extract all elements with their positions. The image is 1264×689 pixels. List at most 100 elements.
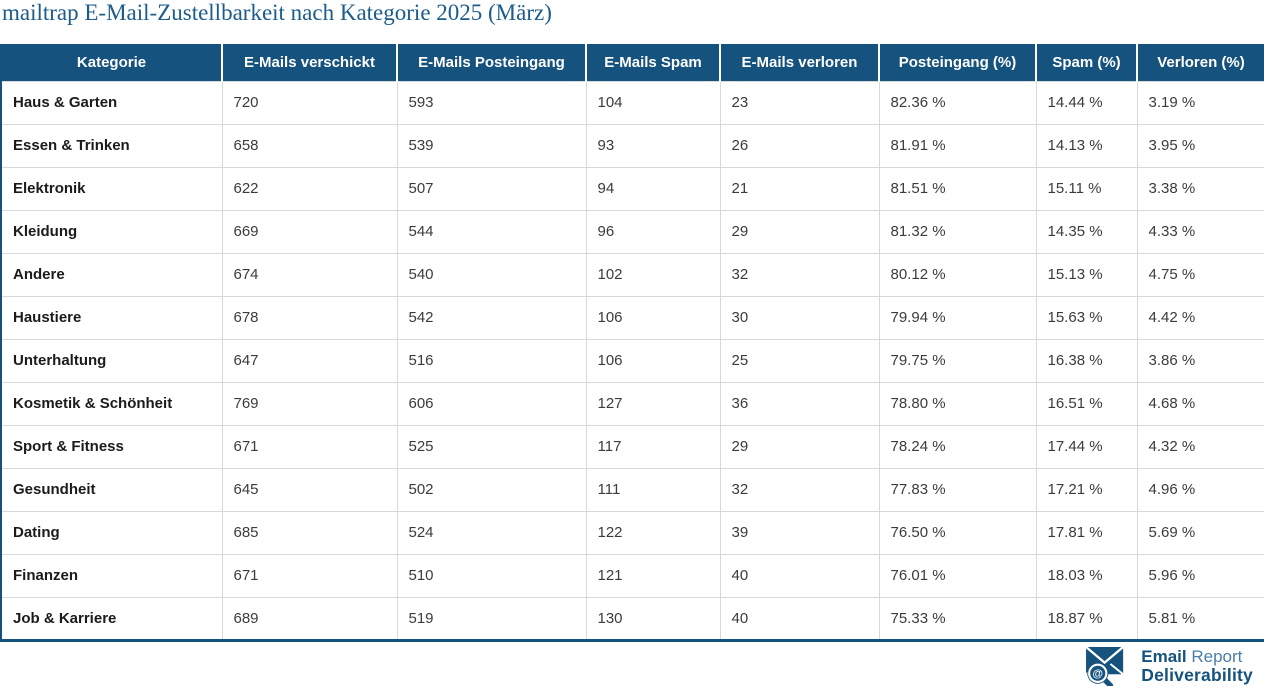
value-cell: 77.83 % [879, 467, 1037, 511]
value-cell: 18.87 % [1036, 596, 1138, 640]
category-cell: Essen & Trinken [1, 123, 223, 167]
value-cell: 17.81 % [1036, 510, 1138, 554]
value-cell: 544 [397, 209, 587, 253]
value-cell: 76.50 % [879, 510, 1037, 554]
value-cell: 80.12 % [879, 252, 1037, 296]
value-cell: 78.24 % [879, 424, 1037, 468]
value-cell: 106 [586, 338, 721, 382]
value-cell: 94 [586, 166, 721, 210]
column-header: Posteingang (%) [879, 44, 1037, 81]
value-cell: 16.51 % [1036, 381, 1138, 425]
category-cell: Elektronik [1, 166, 223, 210]
value-cell: 111 [586, 467, 721, 511]
value-cell: 15.13 % [1036, 252, 1138, 296]
value-cell: 21 [720, 166, 880, 210]
value-cell: 647 [222, 338, 398, 382]
value-cell: 17.21 % [1036, 467, 1138, 511]
value-cell: 4.33 % [1137, 209, 1264, 253]
value-cell: 93 [586, 123, 721, 167]
value-cell: 525 [397, 424, 587, 468]
table-header-row: Kategorie E-Mails verschickt E-Mails Poste… [1, 44, 1264, 81]
category-cell: Dating [1, 510, 223, 554]
value-cell: 15.63 % [1036, 295, 1138, 339]
category-cell: Job & Karriere [1, 596, 223, 640]
value-cell: 539 [397, 123, 587, 167]
value-cell: 121 [586, 553, 721, 597]
value-cell: 32 [720, 252, 880, 296]
value-cell: 130 [586, 596, 721, 640]
value-cell: 122 [586, 510, 721, 554]
value-cell: 769 [222, 381, 398, 425]
category-cell: Finanzen [1, 553, 223, 597]
value-cell: 127 [586, 381, 721, 425]
table-row: Essen & Trinken 658 539 93 26 81.91 % 14.13 % 3… [1, 123, 1264, 167]
value-cell: 81.32 % [879, 209, 1037, 253]
table-row: Finanzen 671 510 121 40 76.01 % 18.03 % 5.96 % [1, 553, 1264, 597]
value-cell: 16.38 % [1036, 338, 1138, 382]
value-cell: 15.11 % [1036, 166, 1138, 210]
deliverability-table: Kategorie E-Mails verschickt E-Mails Poste… [0, 44, 1264, 642]
table-row: Dating 685 524 122 39 76.50 % 17.81 % 5.69 % [1, 510, 1264, 554]
category-cell: Sport & Fitness [1, 424, 223, 468]
table-row: Unterhaltung 647 516 106 25 79.75 % 16.38 % 3.8… [1, 338, 1264, 382]
value-cell: 81.51 % [879, 166, 1037, 210]
value-cell: 593 [397, 80, 587, 124]
category-cell: Haus & Garten [1, 80, 223, 124]
value-cell: 678 [222, 295, 398, 339]
value-cell: 29 [720, 209, 880, 253]
column-header: Kategorie [1, 44, 223, 81]
table-row: Kosmetik & Schönheit 769 606 127 36 78.80 % 16… [1, 381, 1264, 425]
value-cell: 23 [720, 80, 880, 124]
value-cell: 102 [586, 252, 721, 296]
value-cell: 14.13 % [1036, 123, 1138, 167]
value-cell: 689 [222, 596, 398, 640]
column-header: E-Mails Posteingang [397, 44, 587, 81]
category-cell: Kosmetik & Schönheit [1, 381, 223, 425]
value-cell: 510 [397, 553, 587, 597]
brand-word-deliverability: Deliverability [1141, 665, 1253, 685]
value-cell: 685 [222, 510, 398, 554]
table-row: Gesundheit 645 502 111 32 77.83 % 17.21 % 4.96 … [1, 467, 1264, 511]
category-cell: Haustiere [1, 295, 223, 339]
column-header: E-Mails verloren [720, 44, 880, 81]
value-cell: 40 [720, 553, 880, 597]
value-cell: 96 [586, 209, 721, 253]
value-cell: 76.01 % [879, 553, 1037, 597]
category-cell: Andere [1, 252, 223, 296]
value-cell: 3.19 % [1137, 80, 1264, 124]
value-cell: 669 [222, 209, 398, 253]
value-cell: 18.03 % [1036, 553, 1138, 597]
value-cell: 79.75 % [879, 338, 1037, 382]
at-symbol: @ [1093, 668, 1103, 680]
column-header: E-Mails Spam [586, 44, 721, 81]
value-cell: 524 [397, 510, 587, 554]
value-cell: 671 [222, 424, 398, 468]
value-cell: 3.86 % [1137, 338, 1264, 382]
table-row: Haustiere 678 542 106 30 79.94 % 15.63 % 4.42 % [1, 295, 1264, 339]
value-cell: 671 [222, 553, 398, 597]
value-cell: 106 [586, 295, 721, 339]
table-row: Elektronik 622 507 94 21 81.51 % 15.11 % 3.38 % [1, 166, 1264, 210]
value-cell: 674 [222, 252, 398, 296]
value-cell: 645 [222, 467, 398, 511]
value-cell: 507 [397, 166, 587, 210]
envelope-magnifier-icon: @ [1085, 646, 1125, 686]
value-cell: 4.96 % [1137, 467, 1264, 511]
value-cell: 5.81 % [1137, 596, 1264, 640]
category-cell: Gesundheit [1, 467, 223, 511]
category-cell: Unterhaltung [1, 338, 223, 382]
value-cell: 3.38 % [1137, 166, 1264, 210]
value-cell: 32 [720, 467, 880, 511]
brand-logo: @ Email Report Deliverability [1085, 646, 1253, 686]
value-cell: 14.44 % [1036, 80, 1138, 124]
value-cell: 540 [397, 252, 587, 296]
value-cell: 622 [222, 166, 398, 210]
value-cell: 25 [720, 338, 880, 382]
table-row: Sport & Fitness 671 525 117 29 78.24 % 17.44 %… [1, 424, 1264, 468]
category-cell: Kleidung [1, 209, 223, 253]
column-header: Spam (%) [1036, 44, 1138, 81]
value-cell: 29 [720, 424, 880, 468]
value-cell: 14.35 % [1036, 209, 1138, 253]
value-cell: 82.36 % [879, 80, 1037, 124]
table-row: Kleidung 669 544 96 29 81.32 % 14.35 % 4.33 % [1, 209, 1264, 253]
